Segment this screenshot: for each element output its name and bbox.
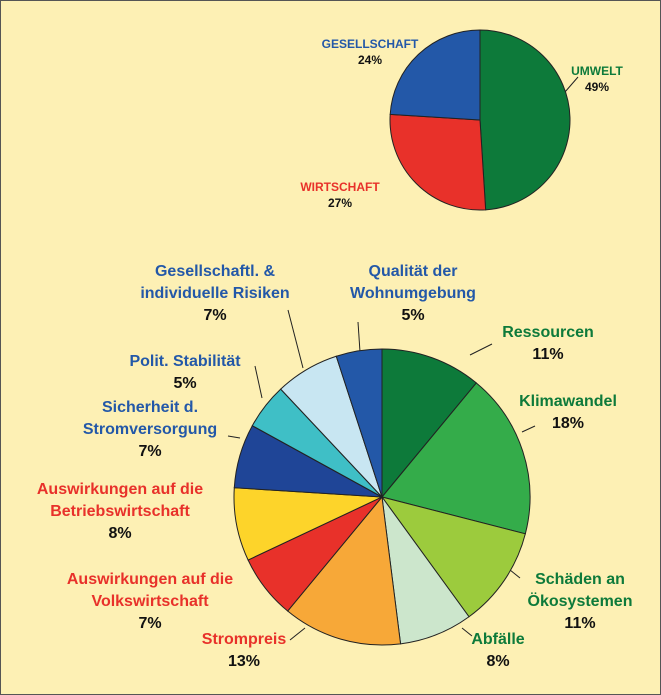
- slice-label: Wohnumgebung: [350, 285, 476, 302]
- slice-label: Polit. Stabilität: [129, 353, 241, 370]
- pie-slice: [381, 348, 478, 499]
- pie-slice: [335, 348, 383, 498]
- slice-label: Ressourcen: [502, 324, 594, 341]
- value-label: 27%: [328, 196, 352, 210]
- slice-label: Stromversorgung: [83, 421, 217, 438]
- pie-slice: [389, 29, 481, 121]
- slice-label: UMWELT: [571, 64, 623, 78]
- value-label: 18%: [552, 415, 584, 432]
- slice-label: Abfälle: [471, 631, 524, 648]
- slice-label: Strompreis: [202, 631, 287, 648]
- value-label: 11%: [564, 615, 595, 632]
- slice-label: Sicherheit d.: [102, 399, 198, 416]
- value-label: 7%: [138, 615, 161, 632]
- value-label: 7%: [203, 307, 226, 324]
- slice-label: Schäden an: [535, 571, 625, 588]
- slice-label: WIRTSCHAFT: [300, 180, 380, 194]
- value-label: 7%: [138, 443, 161, 460]
- value-label: 24%: [358, 53, 382, 67]
- pie-slice: [381, 382, 531, 535]
- pie-slice: [479, 29, 571, 211]
- pie-slice: [286, 495, 402, 646]
- slice-label: individuelle Risiken: [140, 285, 289, 302]
- slice-label: Qualität der: [369, 263, 458, 280]
- pie-slice: [380, 496, 526, 618]
- slice-label: Betriebswirtschaft: [50, 503, 190, 520]
- value-label: 13%: [228, 653, 260, 670]
- slice-label: Ökosystemen: [528, 591, 633, 610]
- slice-label: Klimawandel: [519, 393, 617, 410]
- value-label: 8%: [108, 525, 131, 542]
- value-label: 5%: [173, 375, 196, 392]
- slice-label: Gesellschaftl. &: [155, 263, 275, 280]
- slice-label: Auswirkungen auf die: [37, 481, 203, 498]
- slice-label: Volkswirtschaft: [91, 593, 209, 610]
- value-label: 11%: [532, 346, 563, 363]
- value-label: 8%: [486, 653, 509, 670]
- slice-label: GESELLSCHAFT: [322, 37, 419, 51]
- pie-slice: [389, 113, 487, 211]
- value-label: 5%: [401, 307, 424, 324]
- value-label: 49%: [585, 80, 609, 94]
- slice-label: Auswirkungen auf die: [67, 571, 233, 588]
